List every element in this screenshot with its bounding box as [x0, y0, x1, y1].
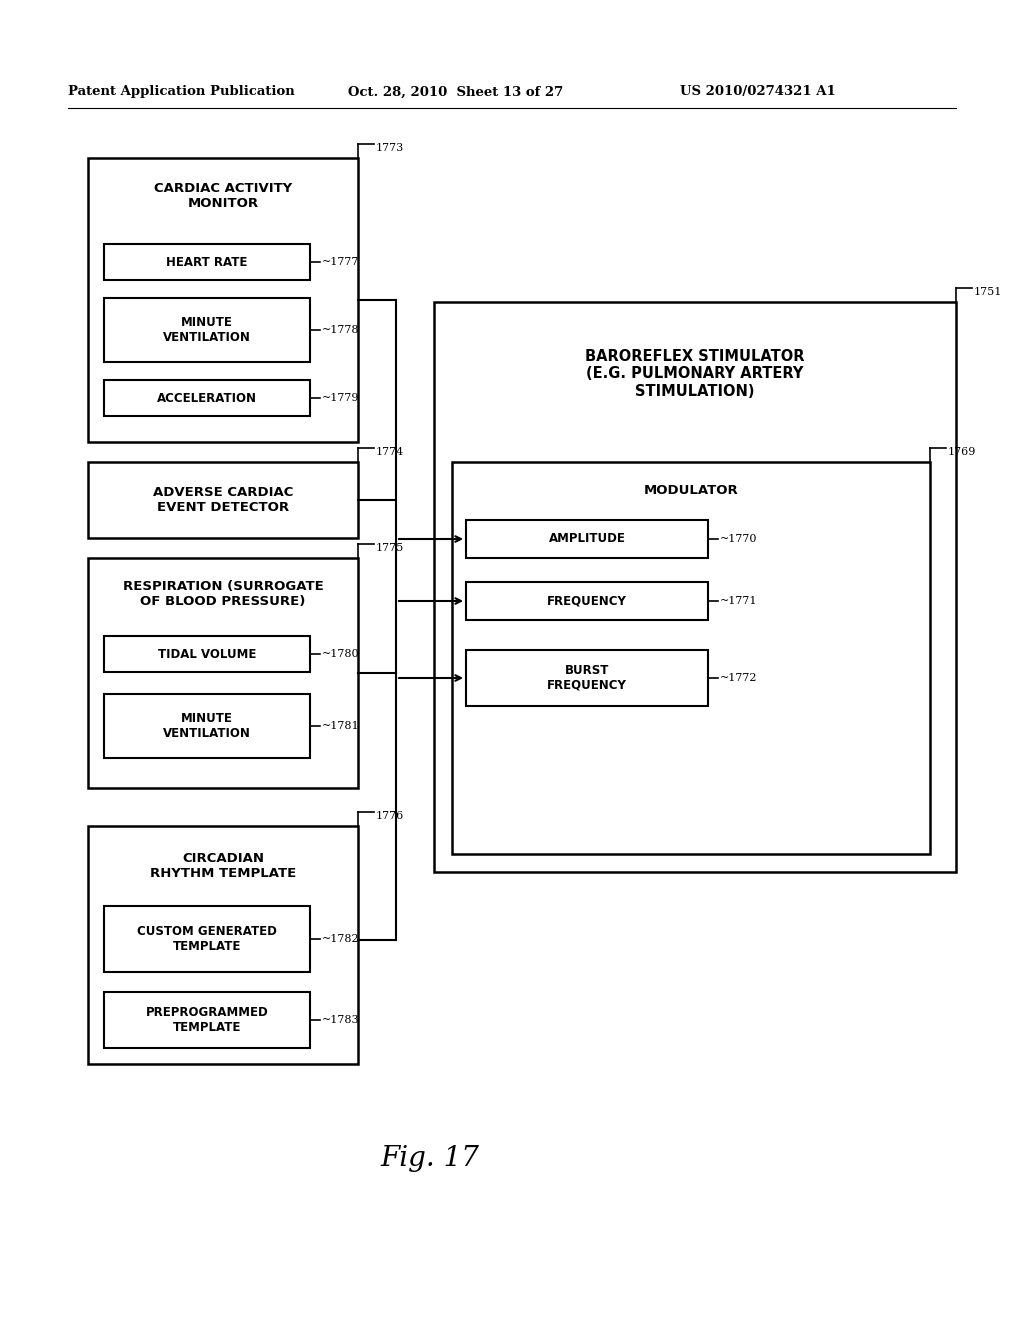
Text: ~1772: ~1772 — [720, 673, 758, 682]
Text: ACCELERATION: ACCELERATION — [157, 392, 257, 404]
Bar — [88, 158, 358, 442]
Text: Oct. 28, 2010  Sheet 13 of 27: Oct. 28, 2010 Sheet 13 of 27 — [348, 86, 563, 99]
Text: ADVERSE CARDIAC
EVENT DETECTOR: ADVERSE CARDIAC EVENT DETECTOR — [153, 486, 293, 513]
Text: 1774: 1774 — [376, 447, 404, 457]
Text: ~1778: ~1778 — [322, 325, 359, 335]
Bar — [88, 462, 358, 539]
Text: ~1782: ~1782 — [322, 935, 359, 944]
Text: 1776: 1776 — [376, 810, 404, 821]
Bar — [88, 826, 358, 1064]
Text: HEART RATE: HEART RATE — [166, 256, 248, 268]
Text: CARDIAC ACTIVITY
MONITOR: CARDIAC ACTIVITY MONITOR — [154, 182, 292, 210]
Text: 1751: 1751 — [974, 286, 1002, 297]
Text: 1773: 1773 — [376, 143, 404, 153]
Text: MINUTE
VENTILATION: MINUTE VENTILATION — [163, 315, 251, 345]
Bar — [104, 906, 310, 972]
Text: FREQUENCY: FREQUENCY — [547, 594, 627, 607]
Bar — [466, 582, 708, 620]
Text: ~1783: ~1783 — [322, 1015, 359, 1026]
Text: CUSTOM GENERATED
TEMPLATE: CUSTOM GENERATED TEMPLATE — [137, 925, 276, 953]
Bar — [466, 520, 708, 558]
Text: 1769: 1769 — [948, 447, 976, 457]
Bar — [104, 380, 310, 416]
Text: MODULATOR: MODULATOR — [644, 483, 738, 496]
Text: US 2010/0274321 A1: US 2010/0274321 A1 — [680, 86, 836, 99]
Bar — [104, 244, 310, 280]
Text: MINUTE
VENTILATION: MINUTE VENTILATION — [163, 711, 251, 741]
Text: RESPIRATION (SURROGATE
OF BLOOD PRESSURE): RESPIRATION (SURROGATE OF BLOOD PRESSURE… — [123, 579, 324, 609]
Bar — [466, 649, 708, 706]
Bar — [104, 993, 310, 1048]
Text: AMPLITUDE: AMPLITUDE — [549, 532, 626, 545]
Bar — [104, 636, 310, 672]
Text: ~1771: ~1771 — [720, 597, 758, 606]
Text: ~1779: ~1779 — [322, 393, 359, 403]
Bar — [434, 302, 956, 873]
Text: PREPROGRAMMED
TEMPLATE: PREPROGRAMMED TEMPLATE — [145, 1006, 268, 1034]
Text: ~1770: ~1770 — [720, 535, 758, 544]
Bar — [104, 298, 310, 362]
Text: CIRCADIAN
RHYTHM TEMPLATE: CIRCADIAN RHYTHM TEMPLATE — [150, 851, 296, 880]
Text: ~1781: ~1781 — [322, 721, 359, 731]
Text: 1775: 1775 — [376, 543, 404, 553]
Bar — [452, 462, 930, 854]
Bar — [88, 558, 358, 788]
Text: Patent Application Publication: Patent Application Publication — [68, 86, 295, 99]
Text: BAROREFLEX STIMULATOR
(E.G. PULMONARY ARTERY
STIMULATION): BAROREFLEX STIMULATOR (E.G. PULMONARY AR… — [586, 348, 805, 399]
Text: ~1777: ~1777 — [322, 257, 359, 267]
Text: TIDAL VOLUME: TIDAL VOLUME — [158, 648, 256, 660]
Bar — [104, 694, 310, 758]
Text: BURST
FREQUENCY: BURST FREQUENCY — [547, 664, 627, 692]
Text: ~1780: ~1780 — [322, 649, 359, 659]
Text: Fig. 17: Fig. 17 — [381, 1144, 479, 1172]
